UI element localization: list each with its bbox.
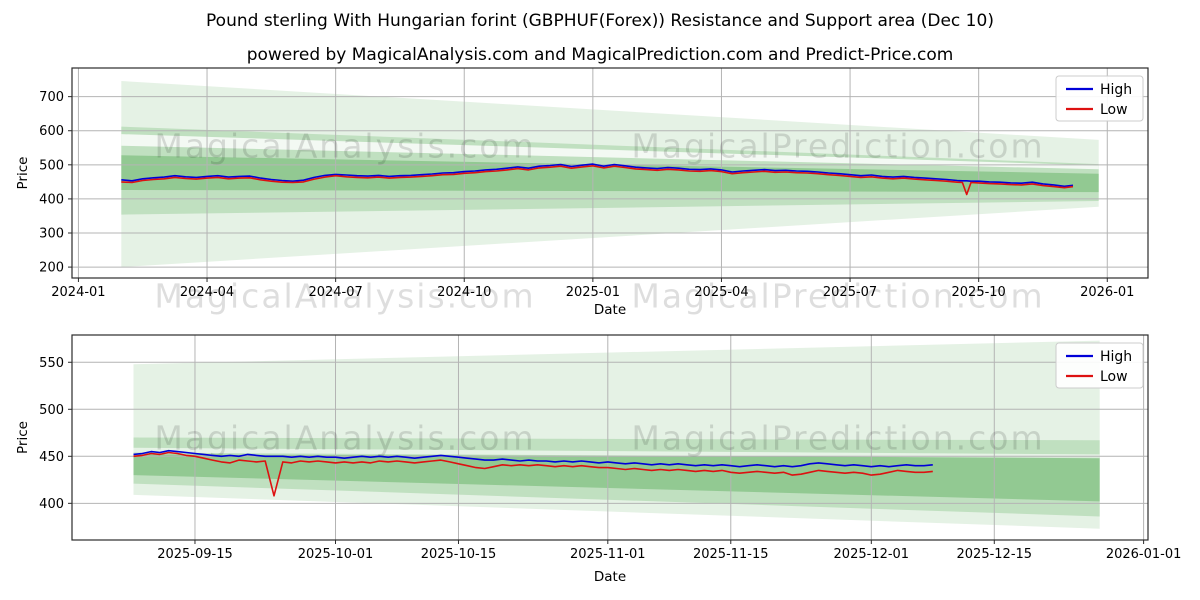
watermark-text: MagicalAnalysis.com <box>154 127 535 166</box>
top-bands <box>121 81 1099 268</box>
legend-label-high: High <box>1100 82 1132 98</box>
watermark-text: MagicalPrediction.com <box>631 277 1044 316</box>
x-tick-label: 2025-09-15 <box>157 547 233 562</box>
inner-support-resistance-area <box>133 454 1100 502</box>
x-tick-label: 2026-01-01 <box>1106 547 1182 562</box>
low-line <box>133 451 933 497</box>
watermark-text: MagicalAnalysis.com <box>154 419 535 458</box>
y-tick-label: 300 <box>39 227 64 242</box>
bottom-legend: High Low <box>1055 342 1144 389</box>
top-grid <box>72 68 1148 278</box>
y-tick-label: 550 <box>39 356 64 371</box>
y-axis-label: Price <box>15 421 31 454</box>
white-gap-stripe <box>121 134 1099 170</box>
low-line <box>121 165 1074 196</box>
x-tick-label: 2024-01 <box>51 285 105 300</box>
y-tick-label: 400 <box>39 497 64 512</box>
top-plot-border <box>71 67 1149 279</box>
x-tick-label: 2025-01 <box>566 285 620 300</box>
x-axis-label: Date <box>594 569 626 585</box>
legend-label-low: Low <box>1100 102 1128 118</box>
y-tick-label: 200 <box>39 261 64 276</box>
x-tick-label: 2025-11-15 <box>693 547 769 562</box>
x-tick-label: 2026-01 <box>1080 285 1134 300</box>
bottom-ticks <box>68 361 1145 544</box>
bottom-series <box>133 449 933 497</box>
y-axis-label: Price <box>15 157 31 190</box>
x-tick-label: 2025-10-15 <box>421 547 497 562</box>
top-series <box>121 163 1074 196</box>
watermark-text: MagicalPrediction.com <box>631 419 1044 458</box>
x-tick-label: 2025-11-01 <box>570 547 646 562</box>
x-tick-label: 2024-07 <box>308 285 362 300</box>
x-tick-label: 2025-12-01 <box>834 547 910 562</box>
chart-subtitle: powered by MagicalAnalysis.com and Magic… <box>246 45 954 65</box>
y-tick-label: 700 <box>39 90 64 105</box>
y-tick-label: 500 <box>39 403 64 418</box>
high-line <box>133 449 933 468</box>
x-axis-label: Date <box>594 302 626 318</box>
outer-support-resistance-area <box>121 81 1099 268</box>
white-gap-stripe <box>133 447 1100 459</box>
x-tick-label: 2025-07 <box>823 285 877 300</box>
legend-label-low: Low <box>1100 369 1128 385</box>
y-tick-label: 600 <box>39 124 64 139</box>
x-tick-label: 2025-10 <box>952 285 1006 300</box>
y-tick-label: 400 <box>39 192 64 207</box>
watermark-text: MagicalPrediction.com <box>631 127 1044 166</box>
x-tick-label: 2025-10-01 <box>298 547 374 562</box>
x-tick-label: 2024-10 <box>437 285 491 300</box>
outer-support-resistance-area <box>133 340 1100 529</box>
x-tick-label: 2025-04 <box>694 285 748 300</box>
bottom-bands <box>133 340 1100 529</box>
bottom-plot-border <box>71 334 1149 541</box>
legend-label-high: High <box>1100 349 1132 365</box>
high-line <box>121 163 1074 188</box>
top-ticks <box>68 96 1108 282</box>
bottom-chart: MagicalAnalysis.com MagicalPrediction.com… <box>15 334 1182 585</box>
bottom-grid <box>72 335 1148 540</box>
x-tick-label: 2024-04 <box>180 285 234 300</box>
top-chart: MagicalAnalysis.com MagicalPrediction.com… <box>15 67 1149 318</box>
y-tick-label: 500 <box>39 158 64 173</box>
top-legend: High Low <box>1055 75 1144 122</box>
chart-title: Pound sterling With Hungarian forint (GB… <box>206 11 994 31</box>
watermark-text: MagicalAnalysis.com <box>154 277 535 316</box>
x-tick-label: 2025-12-15 <box>957 547 1033 562</box>
y-tick-label: 450 <box>39 450 64 465</box>
